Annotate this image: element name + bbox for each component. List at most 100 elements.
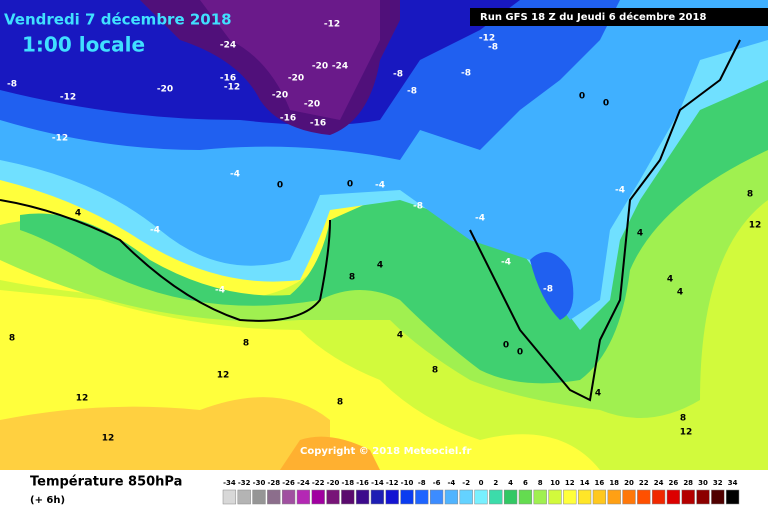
scale-swatch (296, 489, 311, 505)
scale-tick-label: 4 (508, 479, 513, 487)
contour-label: 8 (243, 339, 249, 349)
contour-label: 0 (503, 341, 509, 351)
scale-tick-label: -14 (371, 479, 384, 487)
scale-tick-label: 24 (654, 479, 664, 487)
scale-tick-label: -26 (282, 479, 295, 487)
scale-swatch (725, 489, 740, 505)
scale-tick-label: 0 (479, 479, 484, 487)
scale-swatch (622, 489, 636, 505)
scale-tick-label: -2 (462, 479, 470, 487)
contour-label: -20 (304, 100, 320, 110)
scale-tick-label: 34 (728, 479, 738, 487)
scale-tick-label: -12 (386, 479, 399, 487)
contour-label: -12 (60, 93, 76, 103)
field-16 (280, 436, 380, 470)
scale-swatch (237, 489, 251, 505)
contour-label: -8 (7, 80, 17, 90)
contour-label: -4 (215, 286, 225, 296)
contour-label: -8 (488, 43, 498, 53)
scale-swatch (415, 489, 429, 505)
contour-label: 12 (76, 394, 89, 404)
contour-label: 4 (595, 389, 601, 399)
scale-swatch (666, 489, 681, 505)
scale-swatch (459, 489, 473, 505)
scale-swatch (252, 489, 266, 505)
scale-swatch (267, 489, 281, 505)
contour-label: -8 (543, 285, 553, 295)
scale-tick-label: 14 (580, 479, 590, 487)
scale-swatch (696, 489, 710, 505)
scale-swatch (444, 489, 459, 505)
scale-tick-label: -24 (297, 479, 310, 487)
contour-label: 8 (9, 334, 15, 344)
contour-label: 8 (349, 273, 355, 283)
scale-swatch (548, 489, 562, 505)
scale-swatch (281, 489, 296, 505)
run-box (470, 8, 768, 26)
scale-swatch (563, 489, 577, 505)
scale-tick-label: 22 (639, 479, 649, 487)
colorbar: -34 -32 -30 -28 -26 -24 -22 -20 -18 -16 -14 -12 -10-… (222, 479, 740, 505)
scale-tick-label: 6 (523, 479, 528, 487)
contour-label: 0 (603, 99, 609, 109)
scale-tick-label: 2 (493, 479, 498, 487)
scale-swatch (711, 489, 725, 505)
field-minus-20 (200, 0, 380, 120)
contour-label: -12 (52, 134, 68, 144)
field-14 (0, 397, 330, 470)
map-time: 1:00 locale (22, 33, 145, 57)
contour-label: -20 (288, 74, 304, 84)
contour-label: -4 (501, 258, 511, 268)
contour-label: 4 (637, 229, 643, 239)
scale-tick-label: 16 (595, 479, 605, 487)
scale-swatch (355, 489, 370, 505)
scale-tick-label: -30 (253, 479, 266, 487)
scale-swatch (607, 489, 621, 505)
scale-tick-label: 30 (698, 479, 708, 487)
contour-label: -4 (615, 186, 625, 196)
contour-label: -4 (375, 181, 385, 191)
scale-tick-label: 26 (669, 479, 679, 487)
contour-label: -20 (272, 91, 288, 101)
contour-label: -16 (220, 74, 236, 84)
scale-swatch (385, 489, 399, 505)
contour-label: 8 (680, 414, 686, 424)
scale-tick-label: -6 (433, 479, 441, 487)
scale-swatch (489, 489, 503, 505)
contour-label: -8 (393, 70, 403, 80)
scale-swatch (341, 489, 355, 505)
scale-swatch (518, 489, 533, 505)
contour-label: -20 (312, 62, 328, 72)
contour-label: -4 (150, 226, 160, 236)
scale-swatch (429, 489, 444, 505)
contour-label: -20 (157, 85, 173, 95)
scale-tick-label: -34 (223, 479, 236, 487)
scale-tick-label: -28 (267, 479, 280, 487)
scale-tick-label: -16 (356, 479, 369, 487)
run-info: Run GFS 18 Z du Jeudi 6 décembre 2018 (480, 11, 706, 23)
scale-swatch (370, 489, 385, 505)
contour-label: 12 (680, 428, 693, 438)
contour-label: 4 (75, 209, 81, 219)
scale-swatch (681, 489, 695, 505)
scale-swatch (592, 489, 607, 505)
scale-tick-label: -22 (312, 479, 325, 487)
contour-label: 8 (432, 366, 438, 376)
scale-tick-label: -8 (418, 479, 426, 487)
contour-label: -24 (220, 41, 236, 51)
zero-isotherm (469, 39, 741, 402)
scale-tick-label: 32 (713, 479, 723, 487)
scale-swatch (222, 489, 237, 505)
contour-label: 0 (579, 92, 585, 102)
scale-swatch (474, 489, 488, 505)
contour-label: 4 (677, 288, 683, 298)
contour-label: 4 (397, 331, 403, 341)
contour-label: -12 (479, 34, 495, 44)
contour-label: -4 (230, 170, 240, 180)
contour-label: -12 (324, 20, 340, 30)
contour-label: -8 (461, 69, 471, 79)
scale-tick-label: 8 (538, 479, 543, 487)
scale-swatch (311, 489, 325, 505)
contour-label: 12 (749, 221, 762, 231)
